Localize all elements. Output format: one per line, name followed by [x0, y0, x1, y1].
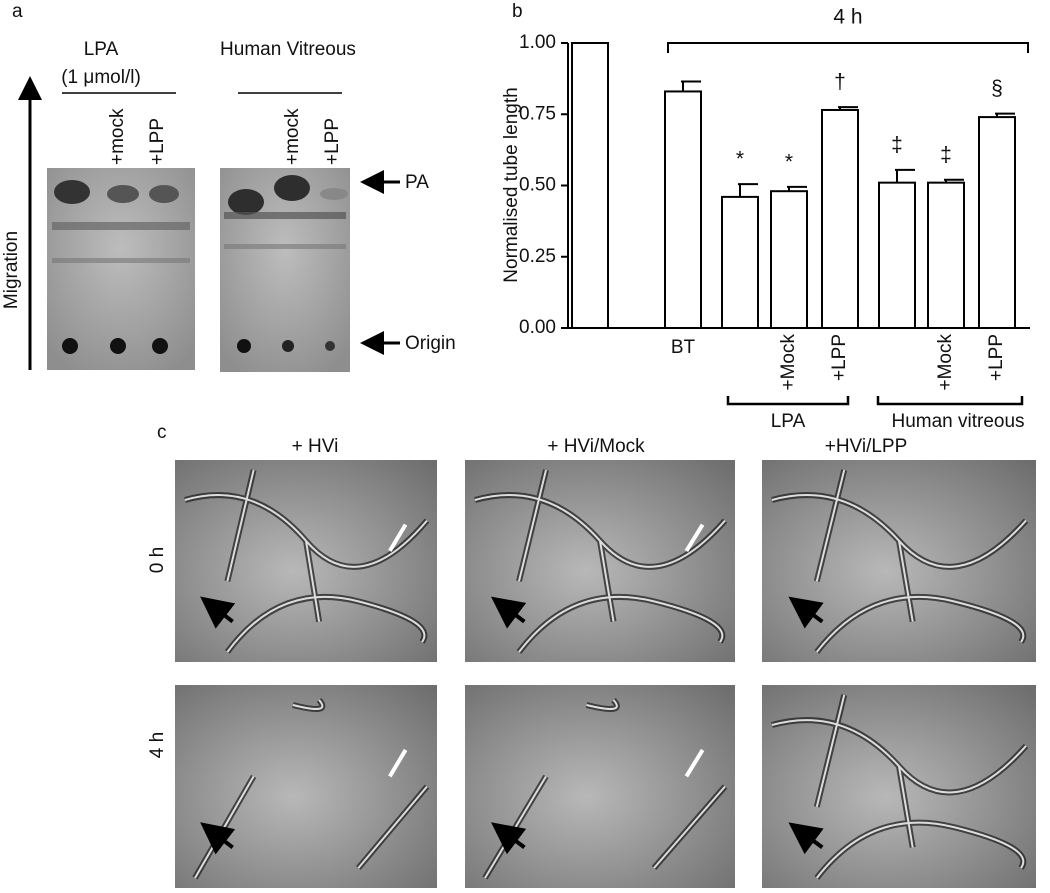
- bar: [664, 90, 702, 329]
- row-label: 0 h: [147, 547, 168, 573]
- significance-marker: †: [834, 71, 846, 94]
- significance-marker: ‡: [940, 143, 952, 166]
- arrow: [490, 596, 527, 629]
- tube-highlight: [771, 469, 1027, 653]
- significance-marker: *: [736, 148, 744, 171]
- panel-letter: b: [512, 1, 523, 22]
- lane-label: +LPP: [322, 118, 343, 165]
- micrograph: [465, 460, 735, 662]
- tube-highlight: [184, 469, 428, 653]
- panel-letter: c: [157, 422, 167, 443]
- x-tick-label: BT: [671, 337, 696, 358]
- y-tick-label: 0.25: [519, 246, 556, 267]
- y-tick-label: 0.00: [519, 317, 556, 338]
- bar: [978, 116, 1016, 329]
- bar: [721, 195, 759, 329]
- lane-label: +mock: [282, 108, 303, 165]
- micrograph: [762, 685, 1036, 888]
- tlc-plate: [220, 168, 350, 372]
- tube-highlight: [474, 469, 726, 653]
- micrograph: [175, 460, 437, 662]
- row-label: 4 h: [147, 732, 168, 758]
- lane-label: +LPP: [147, 118, 168, 165]
- bracket: [667, 42, 1029, 53]
- group-subtitle: (1 μmol/l): [61, 67, 141, 88]
- error-bar: [787, 185, 807, 192]
- x-tick-label: +Mock: [935, 334, 956, 391]
- arrow: [388, 523, 408, 552]
- arrow: [788, 596, 824, 629]
- bracket-label: 4 h: [833, 6, 862, 29]
- tlc-plate: [47, 168, 195, 370]
- micrograph: [762, 460, 1036, 662]
- x-tick-label: +LPP: [829, 334, 850, 381]
- significance-marker: ‡: [891, 133, 903, 156]
- micrograph-grid: + HVi + HVi/Mock +HVi/LPP 0 h 4 h: [147, 436, 1036, 888]
- error-bar: [838, 106, 858, 110]
- group-bracket: [726, 396, 850, 406]
- arrow: [684, 748, 705, 778]
- marker-label: Origin: [405, 333, 456, 354]
- bar-chart: b Normalised tube length 0.00 0.25 0.50 0.75 1…: [501, 1, 1030, 432]
- arrow: [200, 596, 236, 629]
- error-bar: [738, 183, 758, 197]
- x-tick-label: +Mock: [778, 334, 799, 391]
- error-bar: [944, 178, 964, 183]
- error-bar: [681, 80, 701, 92]
- bar: [571, 42, 609, 329]
- arrow: [388, 748, 408, 778]
- group-title: Human Vitreous: [220, 39, 356, 60]
- error-bar: [895, 168, 915, 183]
- micrograph: [175, 685, 437, 888]
- significance-marker: *: [785, 150, 793, 173]
- column-title: +HVi/LPP: [825, 436, 908, 457]
- group-bracket: [876, 396, 1024, 406]
- tube-highlight: [771, 694, 1027, 879]
- arrow: [788, 822, 824, 855]
- marker-label: PA: [405, 172, 429, 193]
- column-title: + HVi/Mock: [547, 436, 645, 457]
- arrow: [684, 523, 705, 552]
- error-bar: [995, 112, 1015, 118]
- y-tick-label: 1.00: [519, 32, 556, 53]
- arrow: [200, 822, 236, 855]
- micrograph: [465, 685, 735, 888]
- arrow: [491, 822, 527, 855]
- panel-letter: a: [12, 1, 23, 22]
- significance-marker: §: [991, 77, 1003, 100]
- x-tick-label: +LPP: [986, 334, 1007, 381]
- y-axis-label: Normalised tube length: [501, 87, 522, 282]
- bar: [821, 108, 859, 329]
- group-label: Human vitreous: [891, 411, 1024, 432]
- group-label: LPA: [771, 411, 806, 432]
- y-tick-label: 0.75: [519, 103, 556, 124]
- group-title: LPA: [84, 39, 119, 60]
- y-tick-label: 0.50: [519, 175, 556, 196]
- column-title: + HVi: [292, 436, 339, 457]
- axis-label: Migration: [1, 231, 22, 309]
- bar: [927, 181, 965, 329]
- bar: [878, 181, 916, 329]
- lane-label: +mock: [107, 108, 128, 165]
- bar: [770, 190, 808, 329]
